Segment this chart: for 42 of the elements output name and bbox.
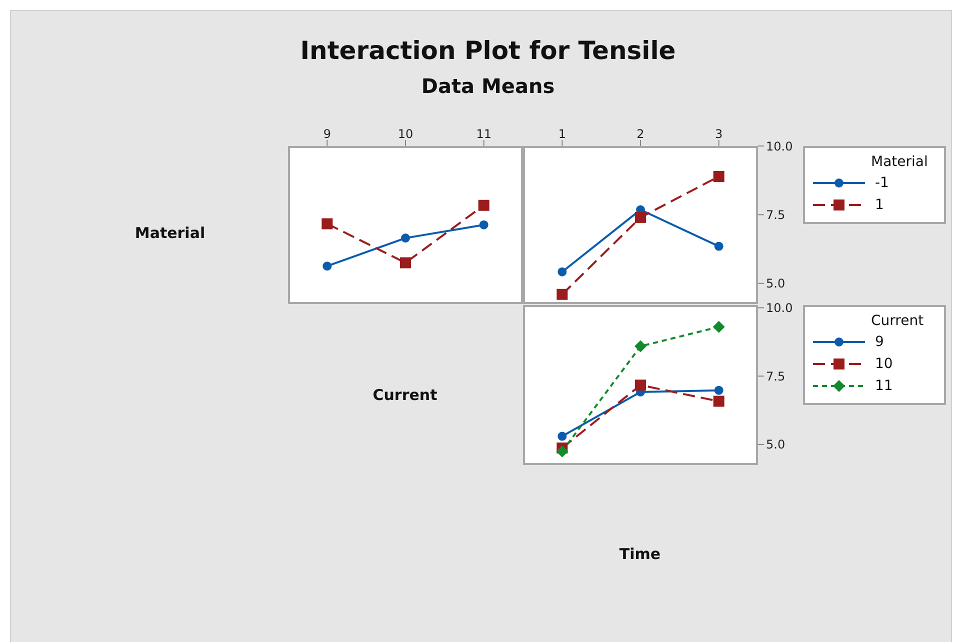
y-tick-label: 5.0 (766, 276, 786, 291)
point (634, 340, 646, 352)
point (635, 380, 646, 391)
point (713, 171, 724, 182)
x-tick-label: 10 (398, 127, 414, 141)
y-tick-label: 10.0 (766, 300, 793, 315)
legend-label: 9 (875, 334, 884, 350)
point (478, 200, 490, 211)
point (556, 288, 568, 300)
point (714, 242, 724, 251)
x-tick-label: 9 (323, 127, 331, 141)
y-tick-label: 10.0 (766, 139, 793, 154)
y-axis-title: Material (134, 224, 206, 242)
legend-label: 10 (875, 356, 893, 372)
legend-label: 11 (875, 378, 893, 394)
point (322, 262, 332, 271)
y-tick-label: 7.5 (766, 208, 786, 222)
point (635, 212, 646, 223)
x-axis-title: Time (618, 545, 662, 563)
point (400, 257, 411, 268)
x-tick-label: 3 (715, 127, 723, 141)
legend-label: -1 (875, 175, 889, 191)
point (713, 396, 724, 407)
chart-title: Interaction Plot for Tensile (299, 36, 677, 65)
point (558, 432, 567, 441)
point (558, 267, 567, 276)
x-tick-label: 2 (636, 127, 644, 141)
point (479, 220, 488, 230)
x-tick-label: 11 (476, 127, 492, 141)
x-tick-label: 1 (558, 127, 566, 141)
x-axis-title: Current (372, 386, 438, 404)
point (401, 234, 410, 243)
point (712, 320, 725, 333)
y-tick-label: 7.5 (766, 369, 786, 384)
y-tick-label: 5.0 (766, 438, 786, 452)
chart-subtitle: Data Means (420, 74, 556, 98)
point (714, 386, 724, 395)
point (556, 445, 568, 458)
legend-title: Material (870, 154, 929, 170)
point (322, 218, 333, 230)
legend-title: Current (870, 313, 925, 329)
legend-label: 1 (875, 197, 884, 213)
